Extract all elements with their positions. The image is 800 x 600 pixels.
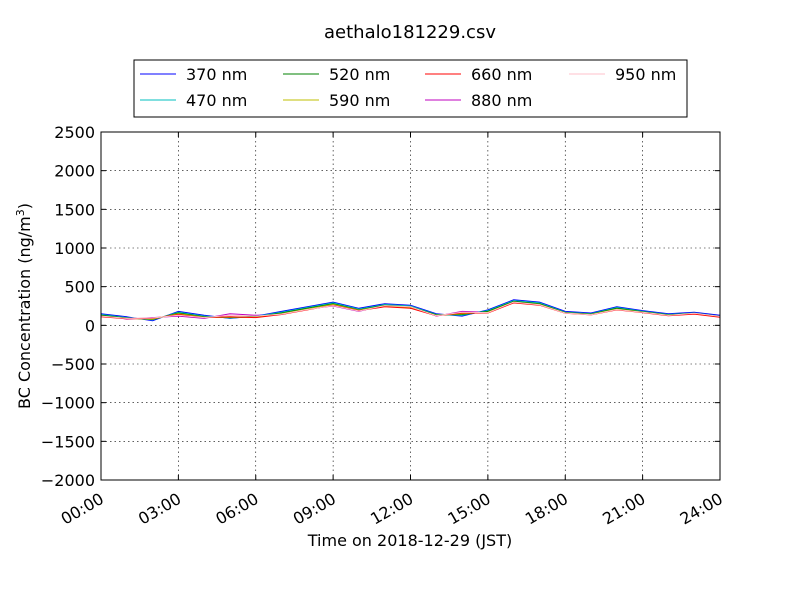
x-axis-label: Time on 2018-12-29 (JST) — [307, 531, 512, 550]
y-tick-label: 0 — [85, 316, 95, 335]
y-tick-labels: 2500 2000 1500 1000 500 0 −500 −1000 −1500 −2000 — [41, 123, 95, 490]
y-axis-label-sup: 3 — [14, 209, 27, 216]
y-tick-label: 2000 — [54, 162, 95, 181]
y-tick-label: −500 — [51, 355, 95, 374]
chart-title: aethalo181229.csv — [324, 22, 496, 43]
y-axis-label-close: ) — [15, 203, 34, 209]
legend-label: 520 nm — [329, 65, 390, 84]
series-line-370-nm — [100, 299, 721, 322]
y-tick-label: 500 — [64, 278, 95, 297]
legend: 370 nm 470 nm 520 nm 590 nm 660 nm 880 nm 950 … — [133, 59, 688, 118]
y-tick-label: −1000 — [41, 394, 95, 413]
y-tick-label: 1500 — [54, 200, 95, 219]
y-tick-label: 2500 — [54, 123, 95, 142]
legend-label: 590 nm — [329, 91, 390, 110]
legend-label: 370 nm — [186, 65, 247, 84]
series-layer — [100, 299, 721, 322]
y-axis-label: BC Concentration (ng/m3) — [14, 203, 34, 409]
legend-label: 470 nm — [186, 91, 247, 110]
tick-marks — [100, 131, 721, 481]
legend-label: 660 nm — [471, 65, 532, 84]
legend-label: 880 nm — [471, 91, 532, 110]
legend-items: 370 nm 470 nm 520 nm 590 nm 660 nm 880 nm 950 … — [140, 65, 676, 110]
legend-box — [133, 59, 688, 118]
series-line-950-nm — [100, 301, 721, 319]
legend-label: 950 nm — [615, 65, 676, 84]
y-tick-label: −2000 — [41, 471, 95, 490]
y-axis-label-main: BC Concentration (ng/m — [15, 216, 34, 409]
y-tick-label: 1000 — [54, 239, 95, 258]
series-line-470-nm — [100, 300, 721, 321]
y-tick-label: −1500 — [41, 432, 95, 451]
